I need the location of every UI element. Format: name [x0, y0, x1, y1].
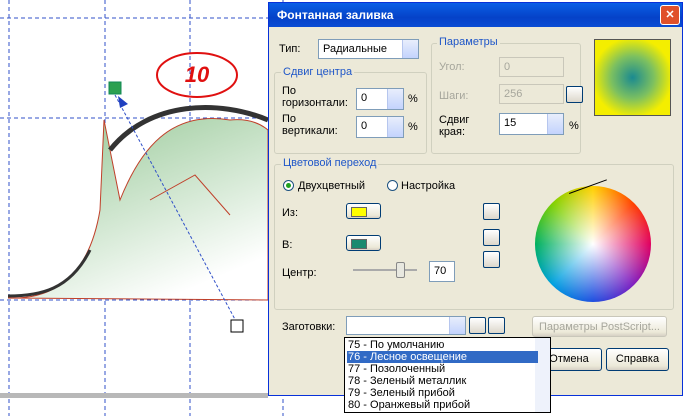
preset-item[interactable]: 77 - Позолоченный [347, 363, 538, 375]
steps-label: Шаги: [439, 90, 468, 102]
to-color-button[interactable] [346, 235, 381, 251]
edge-value: 15 [504, 117, 516, 129]
two-color-option[interactable]: Двухцветный [298, 180, 365, 192]
fill-preview [594, 39, 671, 116]
horizontal-value: 0 [361, 92, 367, 104]
from-label: Из: [282, 207, 298, 219]
preset-item[interactable]: 76 - Лесное освещение [347, 351, 538, 363]
help-button[interactable]: Справка [606, 348, 669, 371]
dropdown-arrow[interactable] [402, 40, 418, 58]
radio-checked[interactable] [283, 180, 294, 191]
vertical-label: По вертикали: [282, 113, 354, 137]
preset-item[interactable]: 78 - Зеленый металлик [347, 375, 538, 387]
remove-preset-button[interactable] [488, 317, 505, 334]
counterclockwise-button[interactable] [483, 251, 500, 268]
slider-track [353, 269, 417, 271]
step-badge: 10 [174, 62, 220, 88]
angle-label: Угол: [439, 61, 465, 73]
presets-label: Заготовки: [282, 321, 335, 333]
type-select[interactable]: Радиальные [318, 39, 419, 59]
unit: % [408, 121, 418, 133]
angle-input: 0 [499, 57, 564, 77]
mid-input[interactable]: 70 [429, 261, 455, 282]
preset-item[interactable]: 75 - По умолчанию [347, 339, 538, 351]
dialog-title: Фонтанная заливка [277, 9, 393, 21]
preset-item[interactable]: 79 - Зеленый прибой [347, 387, 538, 399]
steps-value: 256 [504, 88, 522, 100]
from-color-button[interactable] [346, 203, 381, 219]
vertical-value: 0 [361, 120, 367, 132]
horizontal-input[interactable]: 0 [356, 88, 404, 110]
group-title: Сдвиг центра [281, 66, 354, 78]
to-label: В: [282, 239, 292, 251]
radio[interactable] [387, 180, 398, 191]
clockwise-button[interactable] [483, 229, 500, 246]
presets-combo[interactable] [346, 316, 466, 335]
type-value: Радиальные [323, 43, 387, 55]
edge-label: Сдвиг края: [439, 114, 489, 138]
close-button[interactable]: ✕ [660, 5, 680, 25]
vertical-input[interactable]: 0 [356, 116, 404, 138]
color-wheel [535, 186, 651, 302]
unit: % [408, 93, 418, 105]
group-title: Параметры [437, 36, 500, 48]
page: 10 Фонтанная заливка ✕ Тип: Радиальные С… [0, 0, 683, 416]
postscript-button: Параметры PostScript... [532, 316, 667, 337]
angle-value: 0 [504, 61, 510, 73]
unit: % [569, 120, 579, 132]
horizontal-label: По горизонтали: [282, 85, 354, 109]
custom-option[interactable]: Настройка [401, 180, 455, 192]
mid-label: Центр: [282, 267, 317, 279]
preset-item[interactable]: 80 - Оранжевый прибой [347, 399, 538, 411]
lock-button[interactable] [566, 86, 583, 103]
add-preset-button[interactable] [469, 317, 486, 334]
group-title: Цветовой переход [281, 157, 378, 169]
direct-path-button[interactable] [483, 203, 500, 220]
steps-input: 256 [499, 84, 564, 104]
slider-thumb[interactable] [396, 262, 405, 278]
type-label: Тип: [279, 43, 300, 55]
mid-value: 70 [434, 265, 446, 277]
edge-input[interactable]: 15 [499, 113, 564, 135]
